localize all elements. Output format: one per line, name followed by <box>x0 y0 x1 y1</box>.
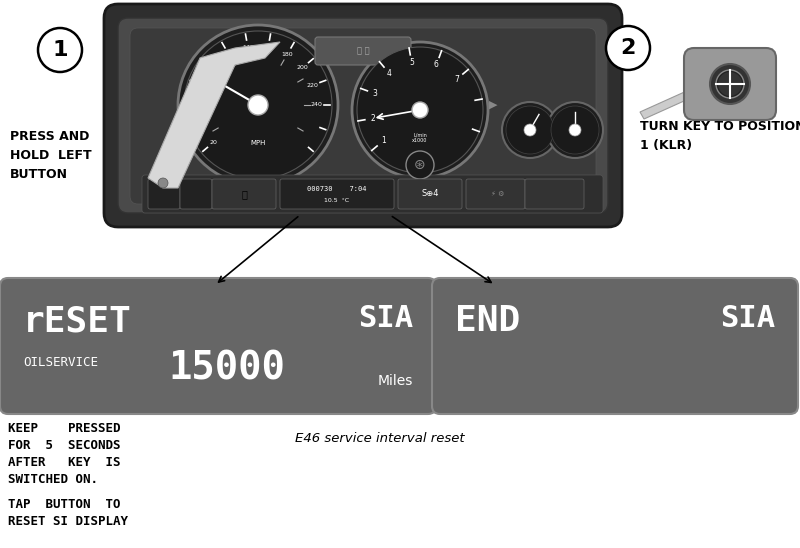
Text: ⚡ ⚙: ⚡ ⚙ <box>491 191 505 197</box>
FancyBboxPatch shape <box>104 4 622 227</box>
Text: 160: 160 <box>262 45 274 50</box>
Text: 220: 220 <box>306 83 318 88</box>
Text: END: END <box>455 304 520 338</box>
Text: rESET: rESET <box>23 304 132 338</box>
Text: 5: 5 <box>410 58 414 67</box>
FancyBboxPatch shape <box>180 179 212 209</box>
Circle shape <box>248 95 268 115</box>
Text: 7: 7 <box>454 75 459 84</box>
FancyBboxPatch shape <box>466 179 525 209</box>
Text: TURN KEY TO POSITION
1 (KLR): TURN KEY TO POSITION 1 (KLR) <box>640 120 800 152</box>
Circle shape <box>357 47 483 173</box>
FancyBboxPatch shape <box>212 179 276 209</box>
FancyBboxPatch shape <box>0 278 436 414</box>
Circle shape <box>547 102 603 158</box>
Text: MPH: MPH <box>250 140 266 146</box>
Text: 000730    7:04: 000730 7:04 <box>307 186 366 192</box>
Text: 180: 180 <box>281 52 293 58</box>
Text: 140: 140 <box>242 45 254 50</box>
Circle shape <box>502 102 558 158</box>
Text: ⬛ ⬛: ⬛ ⬛ <box>357 47 370 55</box>
Text: SIA: SIA <box>358 304 413 333</box>
Text: 6: 6 <box>434 60 439 70</box>
Circle shape <box>710 64 750 104</box>
Text: 10.5  °C: 10.5 °C <box>325 197 350 203</box>
Text: 40: 40 <box>199 122 207 127</box>
Text: Miles: Miles <box>378 374 413 388</box>
Text: RESET SI DISPLAY: RESET SI DISPLAY <box>8 515 128 528</box>
FancyBboxPatch shape <box>118 18 608 213</box>
Circle shape <box>178 25 338 185</box>
FancyBboxPatch shape <box>130 28 596 204</box>
Text: FOR  5  SECONDS: FOR 5 SECONDS <box>8 439 121 452</box>
Text: 60: 60 <box>196 102 204 107</box>
Polygon shape <box>148 42 280 188</box>
Text: S⊕4: S⊕4 <box>422 190 438 198</box>
Circle shape <box>524 124 536 136</box>
Text: 4: 4 <box>386 68 391 78</box>
FancyBboxPatch shape <box>148 179 180 209</box>
Text: ▶: ▶ <box>489 100 498 110</box>
Circle shape <box>158 178 168 188</box>
FancyBboxPatch shape <box>398 179 462 209</box>
Text: PRESS AND
HOLD  LEFT
BUTTON: PRESS AND HOLD LEFT BUTTON <box>10 130 92 181</box>
Text: 2: 2 <box>370 114 375 123</box>
Text: 3: 3 <box>373 89 378 98</box>
Text: OILSERVICE: OILSERVICE <box>23 356 98 369</box>
Text: KEEP    PRESSED: KEEP PRESSED <box>8 422 121 435</box>
Circle shape <box>406 151 434 179</box>
Text: 1: 1 <box>52 40 68 60</box>
Circle shape <box>352 42 488 178</box>
FancyBboxPatch shape <box>684 48 776 120</box>
Text: 240: 240 <box>310 102 322 107</box>
Circle shape <box>606 26 650 70</box>
Text: 80: 80 <box>200 83 207 88</box>
FancyBboxPatch shape <box>142 175 603 213</box>
Text: 🚗: 🚗 <box>241 189 247 199</box>
Text: E46 service interval reset: E46 service interval reset <box>295 432 465 445</box>
Text: AFTER   KEY  IS: AFTER KEY IS <box>8 456 121 469</box>
Text: L/min
x1000: L/min x1000 <box>412 133 428 144</box>
FancyBboxPatch shape <box>432 278 798 414</box>
Circle shape <box>718 72 742 96</box>
Text: SIA: SIA <box>720 304 775 333</box>
Text: 15000: 15000 <box>168 350 285 388</box>
Text: 100: 100 <box>208 65 219 70</box>
Text: 20: 20 <box>210 140 218 145</box>
Circle shape <box>716 70 744 98</box>
Circle shape <box>506 106 554 154</box>
Text: 1: 1 <box>381 136 386 145</box>
Ellipse shape <box>693 56 767 111</box>
Text: 120: 120 <box>223 52 235 58</box>
Circle shape <box>551 106 599 154</box>
Text: 200: 200 <box>297 65 308 70</box>
Circle shape <box>569 124 581 136</box>
Circle shape <box>38 28 82 72</box>
Text: ⊛: ⊛ <box>414 158 426 172</box>
FancyBboxPatch shape <box>525 179 584 209</box>
Text: SWITCHED ON.: SWITCHED ON. <box>8 473 98 486</box>
Polygon shape <box>640 85 704 119</box>
Circle shape <box>184 31 332 179</box>
FancyBboxPatch shape <box>315 37 411 65</box>
FancyBboxPatch shape <box>280 179 394 209</box>
Text: 2: 2 <box>620 38 636 58</box>
Text: TAP  BUTTON  TO: TAP BUTTON TO <box>8 498 121 511</box>
Circle shape <box>412 102 428 118</box>
